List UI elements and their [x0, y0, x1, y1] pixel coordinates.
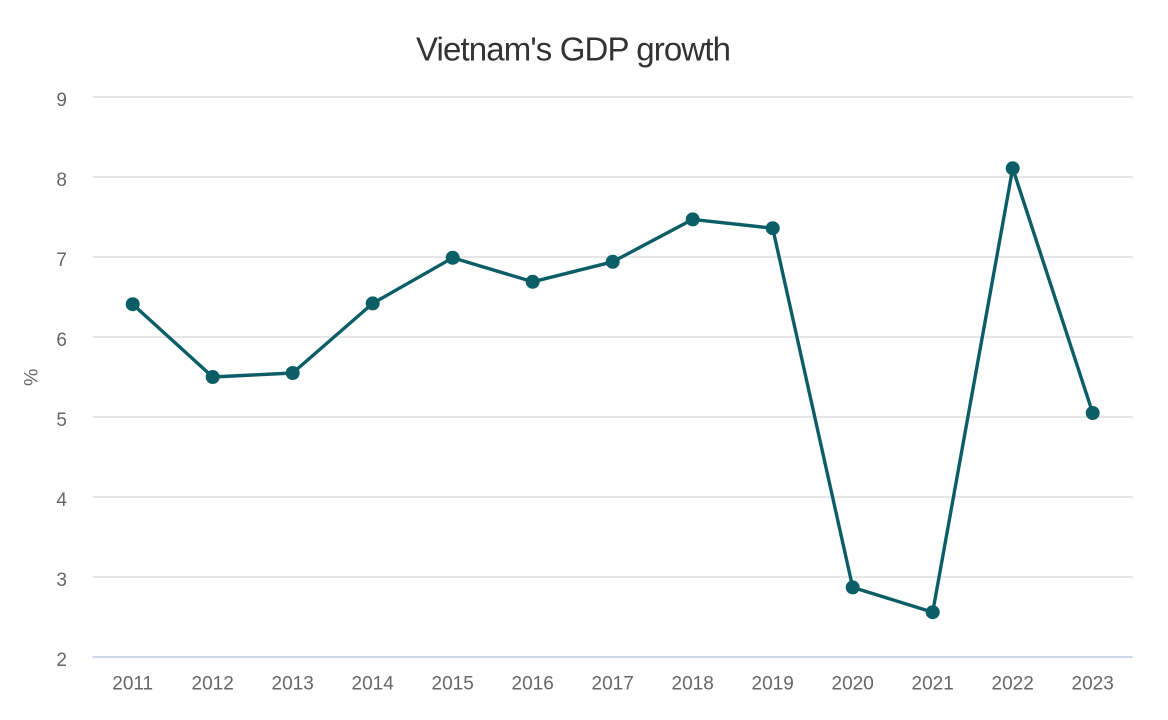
- svg-text:2011: 2011: [112, 673, 153, 694]
- svg-text:2017: 2017: [592, 673, 634, 694]
- svg-text:2020: 2020: [832, 673, 874, 694]
- svg-text:2014: 2014: [352, 673, 395, 694]
- svg-text:2021: 2021: [912, 673, 954, 694]
- svg-text:2016: 2016: [512, 673, 554, 694]
- svg-text:5: 5: [56, 410, 67, 431]
- svg-text:%: %: [21, 369, 43, 386]
- svg-text:Vietnam's GDP growth: Vietnam's GDP growth: [416, 30, 731, 67]
- svg-text:4: 4: [56, 490, 67, 511]
- svg-text:2018: 2018: [672, 673, 714, 694]
- svg-text:2015: 2015: [432, 673, 474, 694]
- svg-text:2023: 2023: [1072, 673, 1114, 694]
- svg-text:6: 6: [56, 330, 67, 351]
- svg-text:2: 2: [56, 650, 67, 671]
- svg-text:3: 3: [56, 570, 67, 591]
- svg-text:2012: 2012: [192, 673, 234, 694]
- svg-text:9: 9: [56, 90, 67, 111]
- svg-text:7: 7: [56, 250, 67, 271]
- svg-text:2013: 2013: [272, 673, 314, 694]
- svg-text:8: 8: [56, 170, 67, 191]
- svg-text:2019: 2019: [752, 673, 794, 694]
- svg-text:2022: 2022: [992, 673, 1034, 694]
